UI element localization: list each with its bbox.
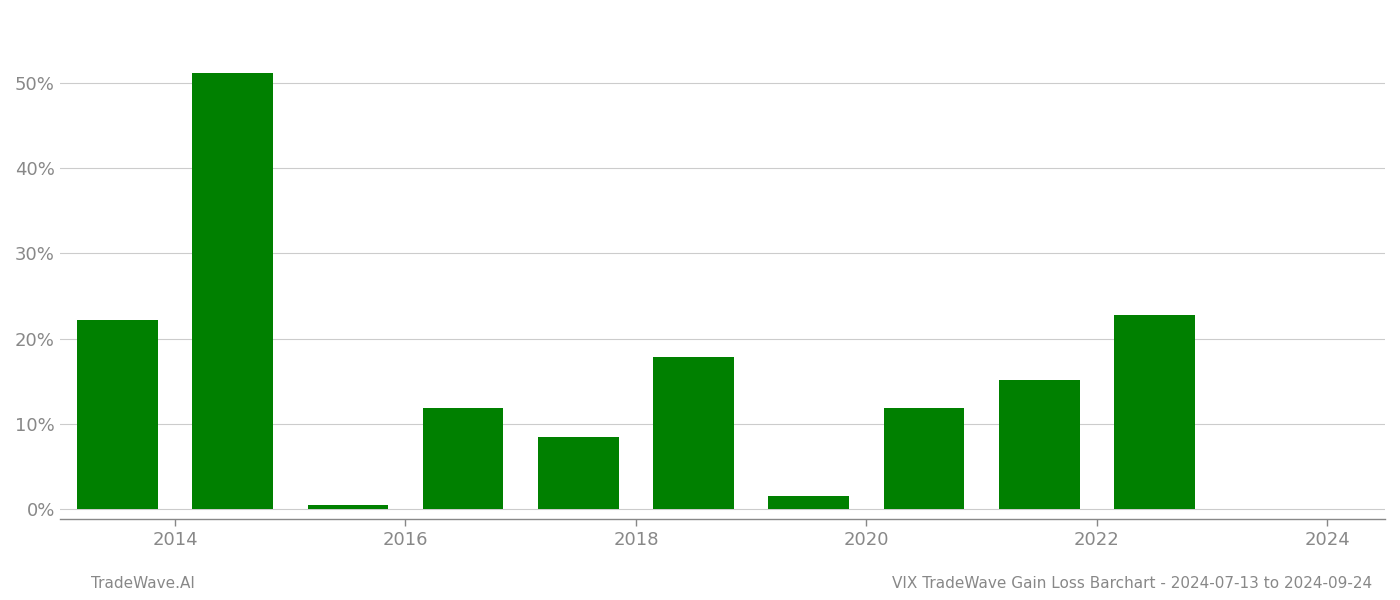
Bar [654, 358, 734, 509]
Bar [192, 73, 273, 509]
Bar [538, 437, 619, 509]
Bar [308, 505, 388, 509]
Bar [883, 409, 965, 509]
Bar [77, 320, 158, 509]
Bar [1114, 315, 1194, 509]
Bar [423, 409, 504, 509]
Bar [1000, 380, 1079, 509]
Text: TradeWave.AI: TradeWave.AI [91, 576, 195, 591]
Bar [769, 496, 850, 509]
Text: VIX TradeWave Gain Loss Barchart - 2024-07-13 to 2024-09-24: VIX TradeWave Gain Loss Barchart - 2024-… [892, 576, 1372, 591]
